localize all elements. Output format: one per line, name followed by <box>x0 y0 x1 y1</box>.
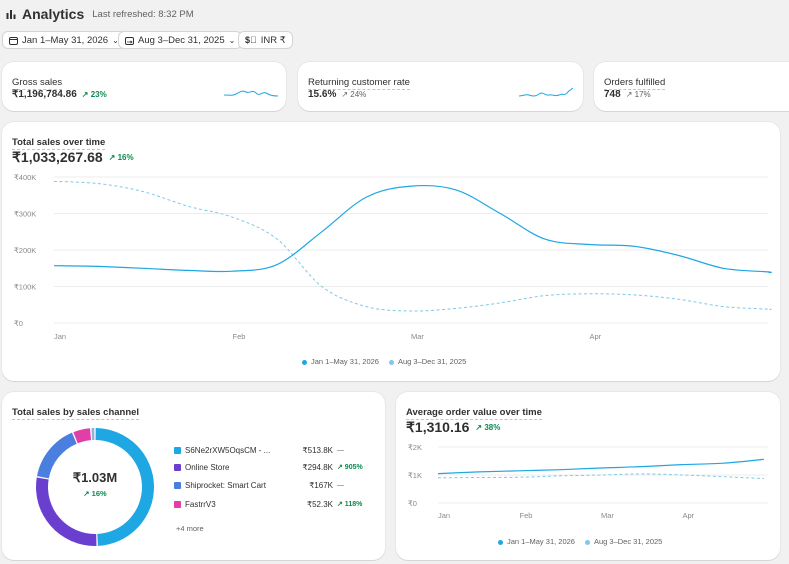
donut-slice[interactable] <box>91 428 95 441</box>
calendar-icon <box>9 36 18 45</box>
currency-picker[interactable]: $⃦ INR ₹ <box>238 31 293 49</box>
metric-title: Returning customer rate <box>308 77 410 90</box>
channel-amount: ₹513.8K <box>302 445 333 455</box>
metric-value: 15.6% <box>308 89 337 100</box>
metric-value: ₹1,196,784.86 <box>12 89 77 100</box>
channel-swatch <box>174 446 181 454</box>
channel-amount: ₹294.8K <box>302 462 333 472</box>
date-range-label: Jan 1–May 31, 2026 <box>22 34 109 46</box>
series-line-current[interactable] <box>53 184 772 274</box>
more-channels-link[interactable]: +4 more <box>176 524 204 533</box>
donut-slice[interactable] <box>95 428 155 546</box>
channel-amount: ₹167K <box>309 480 333 490</box>
compare-range-label: Aug 3–Dec 31, 2025 <box>138 34 225 46</box>
x-tick-label: Jan <box>438 511 450 520</box>
date-range-picker[interactable]: Jan 1–May 31, 2026 ⌄ <box>2 31 126 49</box>
total-sales-value: ₹1,033,267.68 <box>12 149 103 165</box>
channel-row[interactable]: Online Store ₹294.8K ↗ 905% <box>174 461 364 473</box>
series-line-compare[interactable] <box>53 180 772 312</box>
compare-calendar-icon <box>125 36 134 45</box>
y-tick-label: ₹400K <box>14 173 36 182</box>
y-tick-label: ₹200K <box>14 246 36 255</box>
donut-slice[interactable] <box>36 477 97 546</box>
card-title: Average order value over time <box>406 407 542 420</box>
chevron-down-icon: ⌄ <box>228 35 236 45</box>
donut-slice[interactable] <box>37 432 77 479</box>
aov-card: Average order value over time ₹1,310.16 … <box>396 392 780 560</box>
metric-title: Orders fulfilled <box>604 77 666 90</box>
metric-value: 748 <box>604 89 621 100</box>
y-tick-label: ₹0 <box>14 319 23 328</box>
analytics-icon <box>6 10 16 19</box>
channel-name: S6Ne2rXW5OqsCM - ... <box>185 445 271 455</box>
metric-title: Gross sales <box>12 77 63 90</box>
channel-name: Shiprocket: Smart Cart <box>185 480 266 490</box>
series-line-current[interactable] <box>437 458 765 475</box>
channel-name: Online Store <box>185 462 230 472</box>
currency-icon: $⃦ <box>245 35 257 45</box>
last-refreshed: Last refreshed: 8:32 PM <box>92 8 194 20</box>
page-title: Analytics <box>22 6 85 22</box>
total-sales-chart: ₹0 ₹100K ₹200K ₹300K ₹400K Jan Feb Mar Apr <box>14 173 772 341</box>
channel-swatch <box>174 500 181 508</box>
donut-center-value: ₹1.03M <box>72 470 118 485</box>
y-tick-label: ₹0 <box>408 499 417 508</box>
x-tick-label: Mar <box>601 511 614 520</box>
channel-name: FastrrV3 <box>185 499 216 509</box>
channel-row[interactable]: S6Ne2rXW5OqsCM - ... ₹513.8K — <box>174 444 364 456</box>
channel-amount: ₹52.3K <box>307 499 333 509</box>
compare-range-picker[interactable]: Aug 3–Dec 31, 2025 ⌄ <box>118 31 243 49</box>
sales-by-channel-card: Total sales by sales channel ₹1.03M ↗ 16… <box>2 392 385 560</box>
total-sales-legend: Jan 1–May 31, 2026 Aug 3–Dec 31, 2025 <box>302 357 466 366</box>
page-header: Analytics Last refreshed: 8:32 PM <box>6 6 194 22</box>
metric-card-returning-rate[interactable]: Returning customer rate 15.6% ↗ 24% <box>298 62 583 111</box>
x-tick-label: Feb <box>233 332 246 341</box>
metric-change: ↗ 17% <box>625 90 651 99</box>
currency-label: INR ₹ <box>260 34 286 46</box>
donut-slice[interactable] <box>73 428 92 444</box>
legend-item-current[interactable]: Jan 1–May 31, 2026 <box>302 357 379 366</box>
chevron-down-icon: ⌄ <box>112 35 119 45</box>
channel-change: — <box>337 481 344 489</box>
x-tick-label: Jan <box>54 332 66 341</box>
total-sales-card: Total sales over time ₹1,033,267.68 ↗ 16… <box>2 122 780 381</box>
legend-item-compare[interactable]: Aug 3–Dec 31, 2025 <box>388 357 466 366</box>
channel-change: ↗ 118% <box>337 501 363 508</box>
sparkline <box>519 87 573 97</box>
aov-change: ↗ 38% <box>475 423 501 432</box>
channel-swatch <box>174 463 181 471</box>
card-title: Total sales by sales channel <box>12 407 140 420</box>
y-tick-label: ₹100K <box>14 283 36 292</box>
metric-card-orders-fulfilled[interactable]: Orders fulfilled 748 ↗ 17% <box>594 62 789 111</box>
donut-center-change: ↗ 16% <box>83 489 107 498</box>
total-sales-change: ↗ 16% <box>108 153 134 162</box>
card-title: Total sales over time <box>12 137 106 150</box>
x-tick-label: Apr <box>590 332 602 341</box>
x-tick-label: Feb <box>520 511 533 520</box>
legend-item-current[interactable]: Jan 1–May 31, 2026 <box>498 537 575 546</box>
aov-value: ₹1,310.16 <box>406 419 470 435</box>
y-tick-label: ₹300K <box>14 210 36 219</box>
channel-row[interactable]: FastrrV3 ₹52.3K ↗ 118% <box>174 498 364 510</box>
legend-item-compare[interactable]: Aug 3–Dec 31, 2025 <box>584 537 662 546</box>
x-tick-label: Apr <box>683 511 695 520</box>
channel-swatch <box>174 481 181 489</box>
channel-row[interactable]: Shiprocket: Smart Cart ₹167K — <box>174 479 364 491</box>
aov-legend: Jan 1–May 31, 2026 Aug 3–Dec 31, 2025 <box>498 537 662 546</box>
channel-change: ↗ 905% <box>337 464 363 471</box>
channel-donut-chart <box>36 428 155 546</box>
x-tick-label: Mar <box>411 332 424 341</box>
y-tick-label: ₹1K <box>408 471 422 480</box>
sparkline <box>224 90 278 97</box>
channel-change: — <box>337 446 344 454</box>
metric-change: ↗ 23% <box>81 90 107 99</box>
aov-chart: ₹0 ₹1K ₹2K Jan Feb Mar Apr <box>408 443 768 520</box>
metric-card-gross-sales[interactable]: Gross sales ₹1,196,784.86 ↗ 23% <box>2 62 286 111</box>
y-tick-label: ₹2K <box>408 443 422 452</box>
metric-change: ↗ 24% <box>341 90 367 99</box>
